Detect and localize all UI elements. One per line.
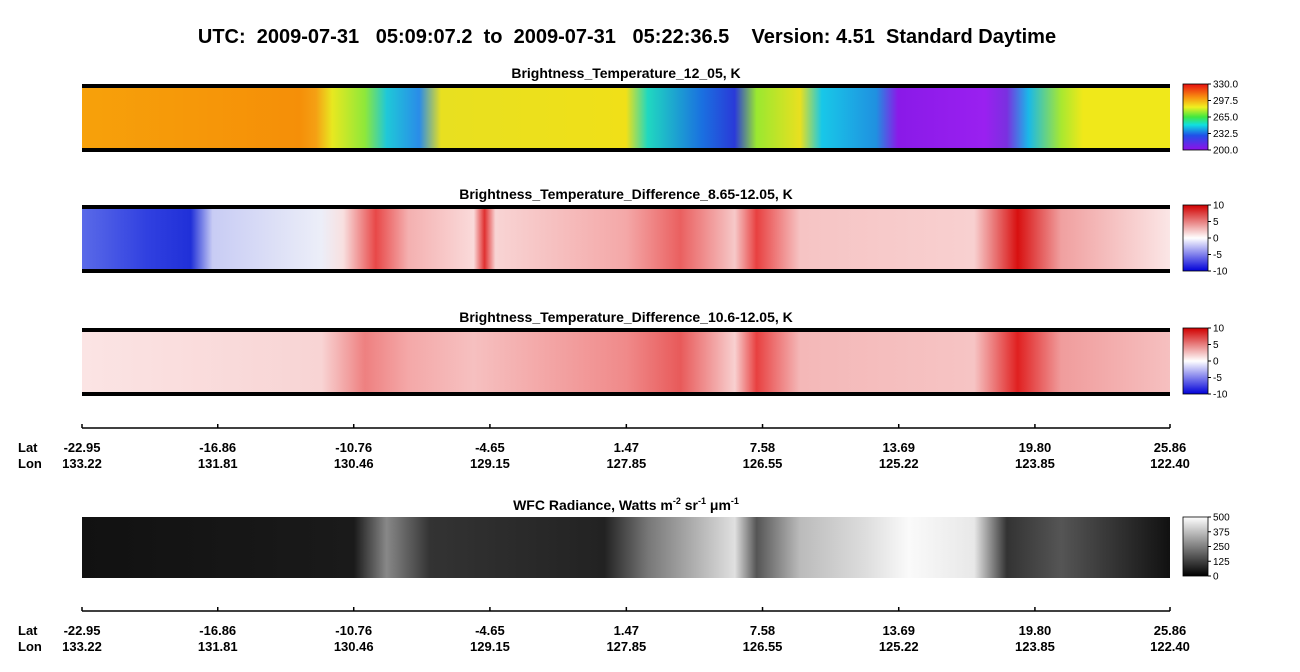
colorbar <box>1182 83 1209 151</box>
lon-label: Lon <box>18 639 42 654</box>
lon-tick-label: 130.46 <box>334 456 374 471</box>
lat-tick-label: 25.86 <box>1154 440 1187 455</box>
title-part: sr <box>681 497 699 513</box>
superscript: -2 <box>673 496 681 506</box>
strip-border <box>82 148 1170 152</box>
lon-tick-label: 131.81 <box>198 639 238 654</box>
title-part: WFC Radiance, Watts m <box>513 497 673 513</box>
lat-tick-label: 7.58 <box>750 623 775 638</box>
colorbar-tick-label: 5 <box>1213 340 1219 351</box>
lon-tick-label: 127.85 <box>606 639 646 654</box>
panel-title: Brightness_Temperature_12_05, K <box>511 65 740 81</box>
colorbar-tick-label: 0 <box>1213 234 1219 245</box>
strip-border <box>82 392 1170 396</box>
lon-tick-label: 125.22 <box>879 639 919 654</box>
lon-tick-label: 123.85 <box>1015 456 1055 471</box>
lat-tick-label: -10.76 <box>335 440 372 455</box>
lon-tick-label: 125.22 <box>879 456 919 471</box>
lat-tick-label: -10.76 <box>335 623 372 638</box>
colorbar-tick-label: 375 <box>1213 527 1230 538</box>
lat-tick-label: 19.80 <box>1019 440 1052 455</box>
lat-tick-label: 19.80 <box>1019 623 1052 638</box>
data-strip <box>82 328 1170 396</box>
lon-tick-label: 130.46 <box>334 639 374 654</box>
colorbar-tick-label: 265.0 <box>1213 113 1238 124</box>
colorbar-tick-label: -10 <box>1213 267 1228 278</box>
colorbar-tick-label: 232.5 <box>1213 129 1238 140</box>
colorbar <box>1182 516 1209 577</box>
colorbar <box>1182 327 1209 395</box>
colorbar-tick-label: 0 <box>1213 357 1219 368</box>
colorbar-tick-label: -5 <box>1213 250 1222 261</box>
colorbar-tick-label: 500 <box>1213 513 1230 524</box>
lat-tick-label: -4.65 <box>475 440 505 455</box>
lon-tick-label: 126.55 <box>743 639 783 654</box>
colorbar-tick-label: -5 <box>1213 373 1222 384</box>
lat-tick-label: 1.47 <box>614 623 639 638</box>
lon-label: Lon <box>18 456 42 471</box>
panel-title: Brightness_Temperature_Difference_10.6-1… <box>459 309 793 325</box>
lat-tick-label: 7.58 <box>750 440 775 455</box>
panel-title: Brightness_Temperature_Difference_8.65-1… <box>459 186 793 202</box>
colorbar-tick-label: 330.0 <box>1213 80 1238 91</box>
lat-tick-label: -16.86 <box>199 623 236 638</box>
lat-label: Lat <box>18 623 38 638</box>
colorbar-tick-label: 0 <box>1213 572 1219 583</box>
strip-border <box>82 84 1170 88</box>
panel-title: WFC Radiance, Watts m-2 sr-1 μm-1 <box>513 496 739 513</box>
data-strip <box>82 84 1170 152</box>
lat-tick-label: -22.95 <box>64 440 101 455</box>
lon-tick-label: 133.22 <box>62 456 102 471</box>
lat-tick-label: 25.86 <box>1154 623 1187 638</box>
lat-tick-label: 1.47 <box>614 440 639 455</box>
lon-tick-label: 122.40 <box>1150 456 1190 471</box>
superscript: -1 <box>698 496 706 506</box>
data-strip <box>82 205 1170 273</box>
strip-border <box>82 205 1170 209</box>
lon-tick-label: 131.81 <box>198 456 238 471</box>
colorbar-tick-label: 5 <box>1213 217 1219 228</box>
page-title: UTC: 2009-07-31 05:09:07.2 to 2009-07-31… <box>198 26 1056 48</box>
title-part: μm <box>706 497 731 513</box>
lat-tick-label: 13.69 <box>882 623 915 638</box>
colorbar-tick-label: 125 <box>1213 557 1230 568</box>
data-strip <box>82 517 1170 578</box>
lon-tick-label: 129.15 <box>470 456 510 471</box>
lat-tick-label: -22.95 <box>64 623 101 638</box>
colorbar-tick-label: 250 <box>1213 542 1230 553</box>
strip-border <box>82 328 1170 332</box>
lat-tick-label: -16.86 <box>199 440 236 455</box>
lat-tick-label: -4.65 <box>475 623 505 638</box>
lon-tick-label: 127.85 <box>606 456 646 471</box>
lon-tick-label: 133.22 <box>62 639 102 654</box>
colorbar-tick-label: 10 <box>1213 201 1225 212</box>
lat-tick-label: 13.69 <box>882 440 915 455</box>
lon-tick-label: 122.40 <box>1150 639 1190 654</box>
strip-border <box>82 269 1170 273</box>
colorbar-tick-label: -10 <box>1213 390 1228 401</box>
lon-tick-label: 126.55 <box>743 456 783 471</box>
superscript: -1 <box>731 496 739 506</box>
lon-tick-label: 123.85 <box>1015 639 1055 654</box>
colorbar-tick-label: 297.5 <box>1213 96 1238 107</box>
colorbar <box>1182 204 1209 272</box>
lon-tick-label: 129.15 <box>470 639 510 654</box>
lat-label: Lat <box>18 440 38 455</box>
colorbar-tick-label: 10 <box>1213 324 1225 335</box>
colorbar-tick-label: 200.0 <box>1213 146 1238 157</box>
